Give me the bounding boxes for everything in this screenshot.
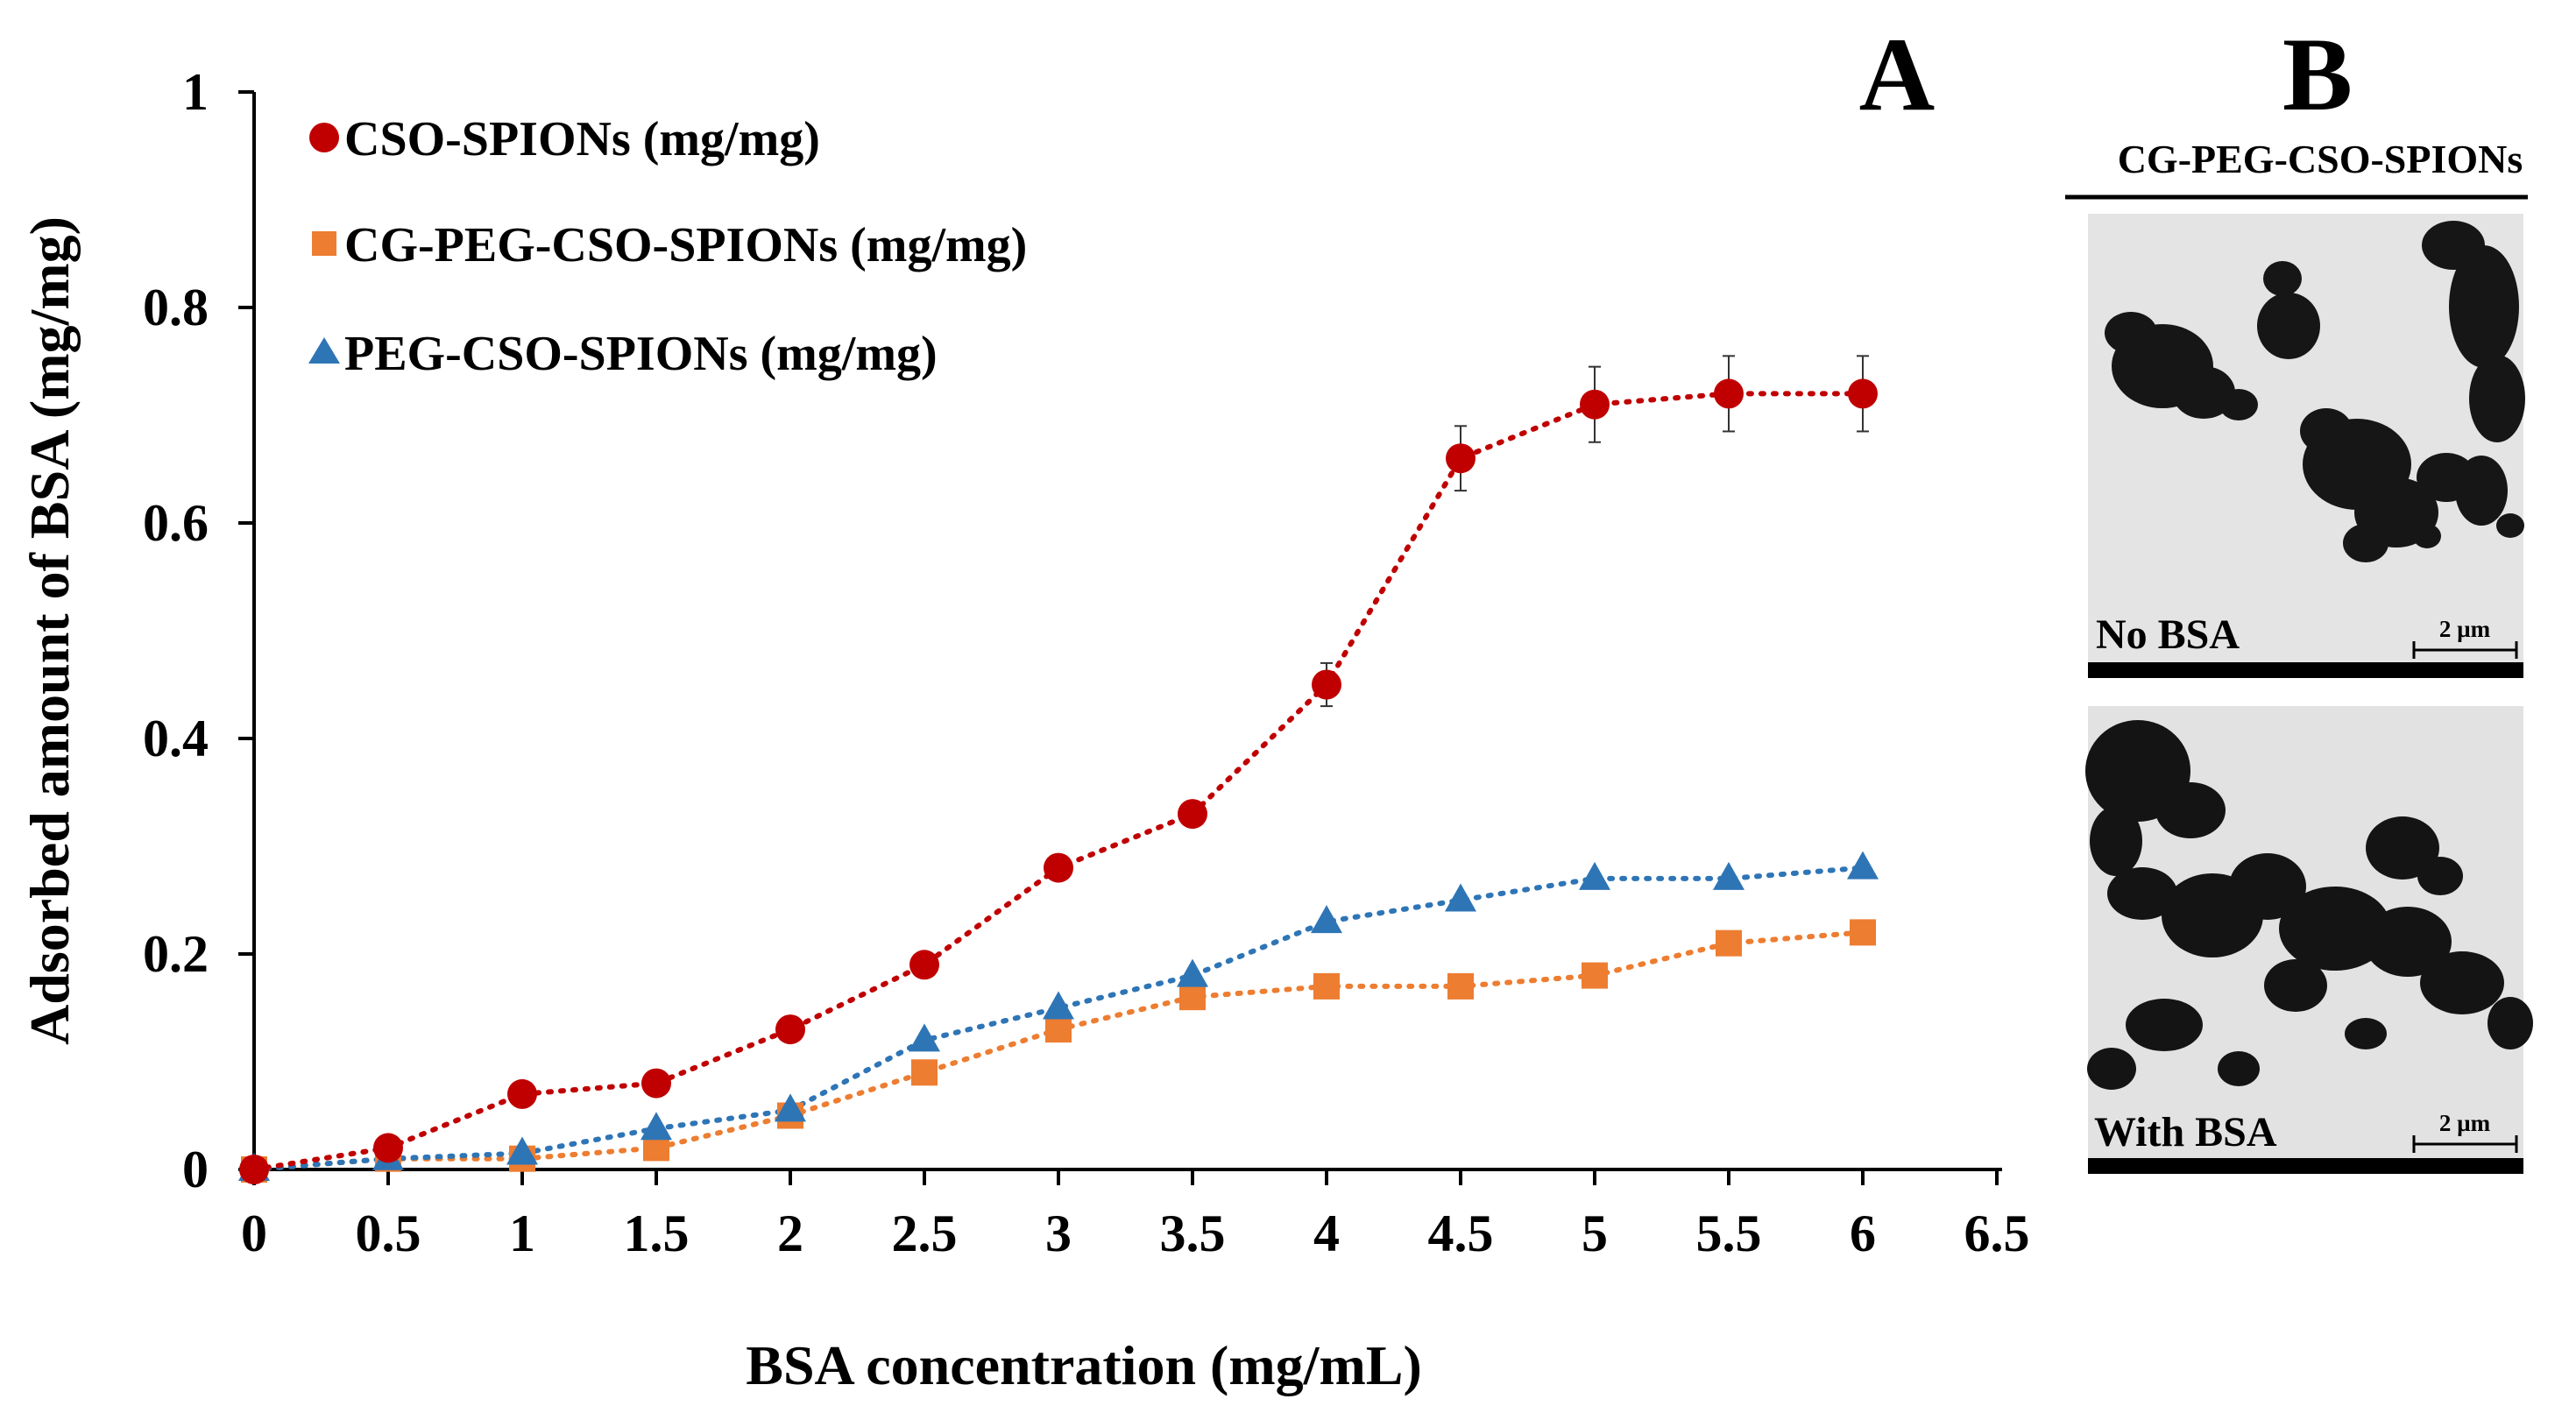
x-tick-label: 6.5 xyxy=(1964,1205,2030,1262)
series-lines xyxy=(251,391,1865,1172)
data-point xyxy=(1580,389,1610,420)
data-point xyxy=(1445,883,1476,912)
data-point xyxy=(239,1155,269,1184)
x-tick-label: 3.5 xyxy=(1160,1205,1226,1262)
legend-label-peg-cso-spions: PEG-CSO-SPIONs (mg/mg) xyxy=(344,327,938,381)
x-tick-label: 1.5 xyxy=(624,1205,690,1262)
tem-image-label: No BSA xyxy=(2096,611,2240,658)
data-point xyxy=(1313,972,1340,1000)
panel-b: B CG-PEG-CSO-SPIONs xyxy=(2065,16,2533,1174)
data-point xyxy=(1850,919,1876,946)
data-point xyxy=(1582,962,1608,989)
tem-info-strip xyxy=(2088,662,2523,678)
data-markers xyxy=(238,378,1879,1184)
series-line xyxy=(251,391,1865,1172)
legend-label-cg-peg-cso-spions: CG-PEG-CSO-SPIONs (mg/mg) xyxy=(344,218,1027,272)
data-point xyxy=(1179,984,1206,1011)
panel-letter-a: A xyxy=(1859,16,1936,132)
data-point xyxy=(1447,972,1474,1000)
x-ticks: 0 0.5 1 1.5 2 2.5 3 3.5 4 4.5 5 5.5 6 6.5 xyxy=(241,1169,2030,1262)
x-tick-label: 3 xyxy=(1045,1205,1072,1262)
data-point xyxy=(909,950,939,980)
x-tick-label: 2 xyxy=(777,1205,803,1262)
data-point xyxy=(641,1068,671,1099)
data-point xyxy=(775,1093,806,1122)
x-tick-label: 5 xyxy=(1582,1205,1608,1262)
y-tick-label: 0.6 xyxy=(143,494,209,552)
data-point xyxy=(775,1014,805,1045)
scale-bar: 2 µm xyxy=(2412,1110,2518,1153)
x-tick-label: 0 xyxy=(241,1205,267,1262)
nanoparticle-clusters xyxy=(2085,720,2533,1090)
nanoparticle-clusters xyxy=(2105,221,2525,562)
x-tick-label: 1 xyxy=(509,1205,535,1262)
tem-panel-title: CG-PEG-CSO-SPIONs xyxy=(2118,137,2523,181)
data-point xyxy=(506,1136,538,1165)
data-point xyxy=(1847,851,1879,880)
data-point xyxy=(1446,443,1476,474)
x-axis-title: BSA concentration (mg/mL) xyxy=(746,1334,1422,1396)
legend-label-cso-spions: CSO-SPIONs (mg/mg) xyxy=(344,112,820,166)
y-tick-label: 0 xyxy=(182,1141,209,1198)
legend-marker-cg-peg-cso-spions xyxy=(312,231,336,256)
x-tick-label: 2.5 xyxy=(892,1205,958,1262)
x-tick-label: 4 xyxy=(1313,1205,1340,1262)
data-point xyxy=(1044,852,1073,883)
tem-image-no-bsa: No BSA 2 µm xyxy=(2088,214,2525,678)
data-point xyxy=(1043,991,1074,1020)
data-point xyxy=(1045,1016,1072,1043)
scale-bar-label: 2 µm xyxy=(2439,616,2491,642)
data-point xyxy=(909,1023,940,1052)
data-point xyxy=(507,1078,537,1109)
x-tick-label: 6 xyxy=(1850,1205,1876,1262)
chart-area: 0 0.2 0.4 0.6 0.8 1 0 0.5 1 1.5 2 2.5 3 3.5 4 4.5 5 5.5 6… xyxy=(143,63,2030,1262)
scale-bar: 2 µm xyxy=(2412,616,2518,659)
data-point xyxy=(911,1059,938,1086)
data-point xyxy=(1716,929,1742,957)
data-point xyxy=(1713,861,1744,890)
tem-image-label: With BSA xyxy=(2094,1109,2277,1155)
y-ticks: 0 0.2 0.4 0.6 0.8 1 xyxy=(143,63,254,1198)
data-point xyxy=(1848,378,1878,409)
legend: CSO-SPIONs (mg/mg) CG-PEG-CSO-SPIONs (mg… xyxy=(308,112,1027,381)
data-point xyxy=(1178,799,1207,830)
data-point xyxy=(373,1133,403,1163)
panel-letter-b: B xyxy=(2282,16,2353,132)
y-tick-label: 0.2 xyxy=(143,925,209,983)
x-tick-label: 4.5 xyxy=(1428,1205,1494,1262)
data-point xyxy=(1579,861,1610,890)
x-tick-label: 5.5 xyxy=(1696,1205,1762,1262)
scale-bar-label: 2 µm xyxy=(2439,1110,2491,1136)
y-tick-label: 1 xyxy=(182,63,209,121)
data-point xyxy=(1312,669,1341,700)
y-tick-label: 0.8 xyxy=(143,279,209,336)
x-tick-label: 0.5 xyxy=(356,1205,421,1262)
y-axis-title: Adsorbed amount of BSA (mg/mg) xyxy=(18,216,81,1045)
series-line xyxy=(251,929,1865,1172)
data-point xyxy=(640,1112,672,1141)
tem-info-strip xyxy=(2088,1158,2523,1174)
tem-image-with-bsa: With BSA 2 µm xyxy=(2085,706,2533,1174)
data-point xyxy=(1714,378,1744,409)
legend-marker-peg-cso-spions xyxy=(308,337,340,364)
legend-marker-cso-spions xyxy=(309,123,339,152)
y-tick-label: 0.4 xyxy=(143,710,209,767)
data-point xyxy=(1177,958,1208,987)
data-point xyxy=(1311,905,1342,934)
